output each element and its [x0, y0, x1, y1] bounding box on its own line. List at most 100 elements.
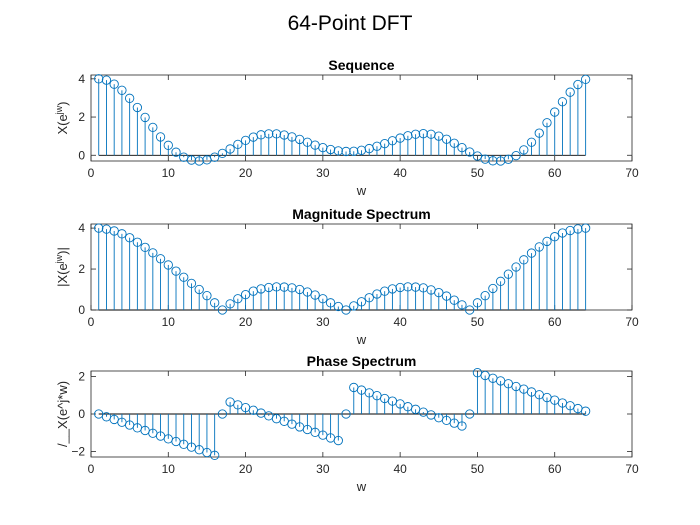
stem-marker — [240, 135, 251, 146]
stem-marker — [534, 128, 544, 138]
y-axis-label: /__X(e^j*w) — [55, 381, 70, 447]
stem-marker — [418, 129, 428, 139]
x-tick-label: 10 — [162, 166, 176, 180]
x-tick-label: 0 — [88, 315, 95, 329]
stem-marker — [488, 283, 498, 294]
stem-marker — [449, 295, 459, 305]
stem-marker — [155, 132, 166, 142]
x-tick-label: 50 — [471, 462, 485, 476]
stem-marker — [573, 224, 583, 234]
stem-marker — [240, 289, 251, 300]
stem-marker — [480, 291, 490, 301]
x-tick-label: 70 — [625, 462, 639, 476]
x-tick-label: 70 — [625, 315, 639, 329]
stem-marker — [449, 138, 459, 148]
y-tick-label: 0 — [78, 148, 85, 162]
x-tick-label: 0 — [88, 462, 95, 476]
stem-marker — [94, 223, 104, 233]
stem-marker — [403, 282, 413, 292]
stem-marker — [271, 129, 282, 139]
stem-marker — [225, 299, 235, 309]
stem-marker — [163, 260, 173, 270]
stem-marker — [163, 140, 173, 150]
stem-marker — [511, 150, 521, 161]
stem-marker — [441, 291, 452, 301]
stem-marker — [264, 282, 274, 293]
stem-marker — [557, 97, 568, 107]
stem-marker — [333, 435, 343, 446]
stem-marker — [148, 248, 158, 258]
x-axis-label: w — [356, 479, 367, 494]
stem-marker — [526, 137, 537, 147]
stem-marker — [457, 142, 467, 153]
stem-marker — [210, 152, 220, 162]
y-tick-label: 0 — [78, 303, 85, 317]
stem-marker — [217, 305, 228, 315]
stem-marker — [333, 146, 343, 156]
x-axis-label: w — [356, 332, 367, 347]
stem-marker — [457, 300, 467, 310]
stem-marker — [233, 294, 243, 304]
stem-marker — [271, 282, 282, 292]
stem-marker — [472, 298, 483, 308]
y-tick-label: 2 — [78, 110, 85, 124]
stem-marker — [132, 102, 143, 113]
stem-marker — [387, 284, 398, 294]
x-tick-label: 20 — [239, 166, 253, 180]
stem-marker — [526, 248, 537, 258]
stem-marker — [186, 155, 197, 165]
x-tick-label: 60 — [548, 462, 562, 476]
stem-marker — [325, 144, 336, 155]
stem-marker — [434, 131, 444, 141]
stem-marker — [434, 287, 444, 298]
subplot-1: 0 10 20 30 40 50 60 70 0 2 4 Sequence w X(ejw) — [54, 57, 639, 198]
y-tick-label: 0 — [78, 407, 85, 421]
stem-marker — [225, 144, 235, 154]
stem-marker — [210, 450, 220, 460]
stem-marker — [140, 242, 150, 252]
y-tick-label: 4 — [78, 72, 85, 86]
stem-marker — [403, 131, 413, 141]
stem-marker — [519, 255, 529, 265]
stem-marker — [503, 154, 513, 164]
x-tick-label: 40 — [393, 462, 407, 476]
stem-marker — [155, 254, 166, 264]
x-tick-label: 50 — [471, 166, 485, 180]
x-tick-label: 40 — [393, 315, 407, 329]
stem-marker — [264, 129, 274, 139]
x-tick-label: 70 — [625, 166, 639, 180]
figure-title: 64-Point DFT — [287, 12, 413, 35]
y-tick-label: 2 — [78, 370, 85, 384]
x-tick-label: 20 — [239, 462, 253, 476]
subplot-title: Phase Spectrum — [307, 353, 417, 369]
stem-marker — [217, 148, 228, 159]
stem-marker — [279, 282, 289, 292]
x-tick-label: 30 — [316, 462, 330, 476]
stem-marker — [101, 75, 112, 85]
stem-marker — [194, 156, 204, 166]
stem-marker — [465, 147, 475, 157]
stem-marker — [202, 291, 212, 301]
stem-marker — [124, 93, 135, 103]
stem-marker — [465, 409, 475, 419]
y-tick-label: −2 — [71, 444, 85, 458]
y-axis-label: |X(ejw)| — [54, 247, 70, 287]
stem-marker — [341, 146, 351, 157]
stem-marker — [233, 139, 243, 150]
x-tick-label: 40 — [393, 166, 407, 180]
stem-marker — [410, 129, 421, 139]
stem-marker — [302, 287, 313, 297]
stem-marker — [457, 421, 467, 431]
stem-marker — [356, 297, 367, 307]
x-tick-label: 0 — [88, 166, 95, 180]
stem-marker — [109, 79, 119, 89]
stem-marker — [132, 237, 143, 247]
stem-marker — [519, 145, 529, 155]
stem-marker — [333, 301, 343, 312]
stem-marker — [124, 233, 135, 243]
y-axis-label: X(ejw) — [54, 101, 70, 134]
stem-marker — [256, 130, 266, 140]
stem-marker — [310, 290, 320, 300]
